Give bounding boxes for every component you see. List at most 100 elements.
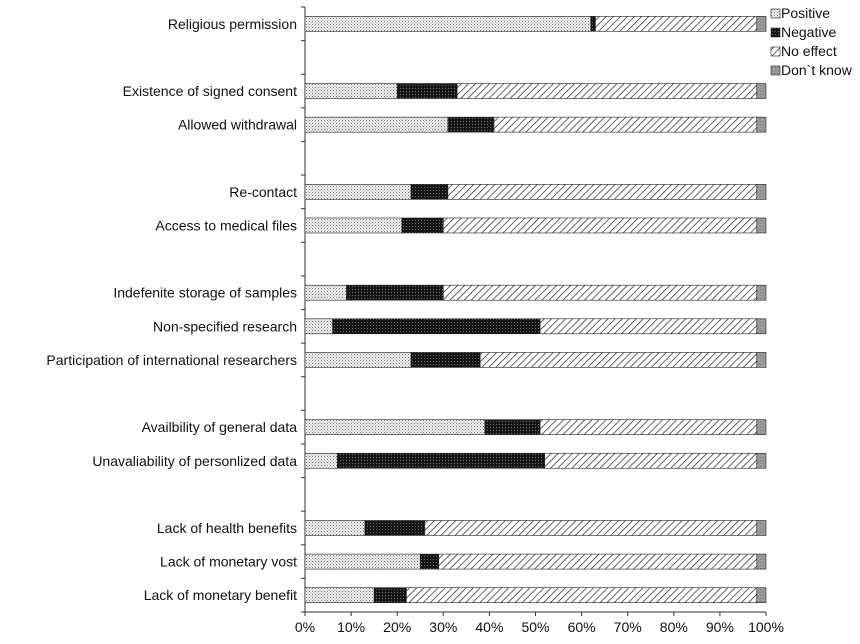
legend-item-negative: Negative — [770, 24, 836, 40]
bar-negative-unavaliability-of-personlized-data — [336, 452, 546, 469]
bar-row-availbility-of-general-data — [304, 419, 767, 435]
bar-no-effect-religious-permission — [595, 16, 758, 32]
category-label-access-to-medical-files: Access to medical files — [155, 217, 297, 233]
bar-row-unavaliability-of-personlized-data — [304, 452, 767, 469]
bar-row-participation-of-international-researchers — [304, 352, 767, 368]
bar-negative-lack-of-monetary-vost — [419, 553, 439, 570]
bar-row-allowed-withdrawal — [304, 116, 767, 133]
category-label-religious-permission: Religious permission — [168, 16, 297, 32]
bar-positive-availbility-of-general-data — [304, 419, 486, 435]
bar-negative-availbility-of-general-data — [484, 419, 541, 435]
x-tick-label: 60% — [568, 619, 596, 635]
bar-don-t-know-indefenite-storage-of-samples — [756, 284, 767, 301]
bar-positive-access-to-medical-files — [304, 217, 403, 234]
bar-don-t-know-availbility-of-general-data — [756, 419, 767, 435]
x-tick-label: 50% — [521, 619, 549, 635]
bar-negative-participation-of-international-researchers — [410, 352, 481, 368]
legend-swatch-negative — [770, 27, 781, 38]
bar-don-t-know-religious-permission — [756, 16, 767, 32]
bar-don-t-know-lack-of-monetary-vost — [756, 553, 767, 570]
bar-don-t-know-participation-of-international-researchers — [756, 352, 767, 368]
bar-don-t-know-lack-of-monetary-benefit — [756, 587, 767, 603]
x-tick-label: 80% — [660, 619, 688, 635]
category-label-non-specified-research: Non-specified research — [153, 318, 297, 334]
bar-positive-religious-permission — [304, 16, 592, 32]
bar-don-t-know-existence-of-signed-consent — [756, 83, 767, 99]
bar-don-t-know-access-to-medical-files — [756, 217, 767, 234]
bar-positive-existence-of-signed-consent — [304, 83, 398, 99]
bar-row-non-specified-research — [304, 318, 767, 335]
bar-no-effect-unavaliability-of-personlized-data — [544, 452, 758, 469]
bar-no-effect-indefenite-storage-of-samples — [442, 284, 758, 301]
bar-don-t-know-re-contact — [756, 184, 767, 200]
category-label-lack-of-health-benefits: Lack of health benefits — [157, 520, 297, 536]
bar-row-lack-of-health-benefits — [304, 520, 767, 536]
bar-no-effect-existence-of-signed-consent — [456, 83, 758, 99]
category-label-lack-of-monetary-vost: Lack of monetary vost — [160, 554, 297, 570]
bar-no-effect-lack-of-monetary-vost — [438, 553, 758, 570]
bar-row-indefenite-storage-of-samples — [304, 284, 767, 301]
x-tick-label: 100% — [748, 619, 784, 635]
bar-negative-lack-of-health-benefits — [364, 520, 426, 536]
category-label-allowed-withdrawal: Allowed withdrawal — [178, 117, 297, 133]
bar-no-effect-lack-of-health-benefits — [424, 520, 758, 536]
y-axis-ticks — [301, 6, 305, 613]
bar-no-effect-lack-of-monetary-benefit — [406, 587, 758, 603]
category-label-participation-of-international-researchers: Participation of international researche… — [46, 352, 297, 368]
x-axis-ticks: 0% 10% 20% 30% 40% 50% 60% 70% 80% 90% 100% — [295, 612, 784, 635]
bar-no-effect-re-contact — [447, 184, 758, 200]
category-label-existence-of-signed-consent: Existence of signed consent — [123, 83, 297, 99]
bar-no-effect-access-to-medical-files — [442, 217, 758, 234]
bar-don-t-know-lack-of-health-benefits — [756, 520, 767, 536]
bar-negative-re-contact — [410, 184, 449, 200]
bar-positive-lack-of-health-benefits — [304, 520, 366, 536]
bar-don-t-know-unavaliability-of-personlized-data — [756, 452, 767, 469]
bar-positive-participation-of-international-researchers — [304, 352, 412, 368]
bar-positive-lack-of-monetary-vost — [304, 553, 421, 570]
x-tick-label: 90% — [706, 619, 734, 635]
legend: Positive Negative No effect Don`t know — [770, 5, 853, 78]
category-label-re-contact: Re-contact — [229, 184, 297, 200]
legend-item-don-t-know: Don`t know — [770, 62, 853, 78]
bar-positive-unavaliability-of-personlized-data — [304, 452, 338, 469]
bar-negative-allowed-withdrawal — [447, 116, 495, 133]
bar-row-religious-permission — [304, 16, 767, 32]
bar-don-t-know-allowed-withdrawal — [756, 116, 767, 133]
legend-label-no-effect: No effect — [781, 43, 837, 59]
bar-row-lack-of-monetary-vost — [304, 553, 767, 570]
legend-swatch-no-effect — [770, 46, 781, 57]
bar-positive-lack-of-monetary-benefit — [304, 587, 375, 603]
bar-negative-religious-permission — [590, 16, 596, 32]
legend-item-positive: Positive — [770, 5, 830, 21]
category-label-unavaliability-of-personlized-data: Unavaliability of personlized data — [92, 453, 297, 469]
bar-row-existence-of-signed-consent — [304, 83, 767, 99]
bar-negative-existence-of-signed-consent — [396, 83, 458, 99]
x-tick-label: 30% — [429, 619, 457, 635]
bars — [304, 16, 767, 603]
bar-row-re-contact — [304, 184, 767, 200]
legend-swatch-positive — [770, 8, 781, 19]
category-labels: Religious permission Existence of signed … — [46, 16, 297, 603]
legend-swatch-don-t-know — [770, 65, 781, 76]
x-tick-label: 40% — [475, 619, 503, 635]
legend-item-no-effect: No effect — [770, 43, 837, 59]
bar-negative-non-specified-research — [332, 318, 541, 335]
category-label-lack-of-monetary-benefit: Lack of monetary benefit — [144, 587, 297, 603]
bar-positive-allowed-withdrawal — [304, 116, 449, 133]
category-label-availbility-of-general-data: Availbility of general data — [142, 419, 298, 435]
bar-positive-indefenite-storage-of-samples — [304, 284, 347, 301]
bar-no-effect-participation-of-international-researchers — [479, 352, 758, 368]
legend-label-negative: Negative — [781, 24, 836, 40]
x-tick-label: 20% — [383, 619, 411, 635]
x-tick-label: 10% — [337, 619, 365, 635]
bar-negative-lack-of-monetary-benefit — [373, 587, 407, 603]
bar-don-t-know-non-specified-research — [756, 318, 767, 335]
x-tick-label: 70% — [614, 619, 642, 635]
category-label-indefenite-storage-of-samples: Indefenite storage of samples — [113, 285, 297, 301]
bar-row-lack-of-monetary-benefit — [304, 587, 767, 603]
legend-label-don-t-know: Don`t know — [781, 62, 853, 78]
bar-no-effect-allowed-withdrawal — [493, 116, 758, 133]
bar-positive-re-contact — [304, 184, 412, 200]
legend-label-positive: Positive — [781, 5, 830, 21]
